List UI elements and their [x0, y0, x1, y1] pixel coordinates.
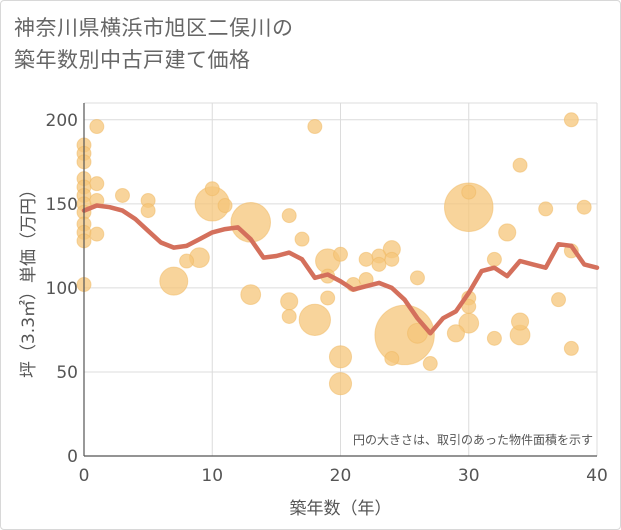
data-bubble — [280, 292, 299, 311]
data-bubble — [240, 284, 262, 306]
axes — [83, 103, 597, 457]
data-bubble — [371, 256, 387, 272]
data-bubble — [486, 330, 502, 346]
data-bubble — [563, 340, 579, 356]
y-tick-label: 200 — [46, 111, 78, 131]
y-axis-title: 坪（3.3㎡）単価（万円） — [19, 181, 39, 378]
data-bubble — [409, 270, 425, 286]
y-tick-label: 150 — [46, 195, 78, 215]
data-bubble — [446, 324, 465, 343]
data-bubble — [159, 266, 189, 296]
size-legend-note: 円の大きさは、取引のあった物件面積を示す — [353, 432, 593, 447]
data-bubble — [114, 187, 130, 203]
x-tick-label: 30 — [458, 466, 480, 486]
bubble-series — [76, 112, 592, 396]
data-bubble — [498, 223, 517, 242]
x-axis-title: 築年数（年） — [290, 499, 392, 519]
data-bubble — [538, 201, 554, 217]
data-bubble — [89, 176, 105, 192]
data-bubble — [551, 292, 567, 308]
data-bubble — [179, 253, 195, 269]
average-line-series — [81, 203, 600, 336]
data-bubble — [563, 112, 579, 128]
data-bubble — [444, 182, 494, 232]
data-bubble — [217, 198, 233, 214]
axis-labels: 0 10 20 30 40 0 50 100 150 200 築年数（年） 坪（3.3㎡）単価（万円）… — [19, 111, 608, 519]
data-bubble — [384, 351, 400, 367]
data-bubble — [576, 199, 592, 215]
data-bubble — [320, 290, 336, 306]
data-bubble — [140, 203, 156, 219]
chart-title-line-1: 神奈川県横浜市旭区二俣川の — [14, 16, 294, 40]
data-bubble — [328, 372, 353, 396]
y-tick-label: 50 — [56, 363, 78, 383]
x-tick-label: 0 — [79, 466, 90, 486]
x-tick-label: 10 — [201, 466, 223, 486]
data-bubble — [486, 251, 502, 267]
y-tick-label: 0 — [67, 447, 78, 467]
data-bubble — [358, 251, 374, 267]
data-bubble — [461, 184, 477, 200]
chart-title: 神奈川県横浜市旭区二俣川の 築年数別中古戸建て価格 — [14, 12, 294, 76]
y-tick-label: 100 — [46, 279, 78, 299]
grid-lines — [84, 102, 598, 456]
data-bubble — [89, 119, 105, 135]
chart-title-line-2: 築年数別中古戸建て価格 — [14, 48, 251, 72]
data-bubble — [422, 356, 438, 372]
average-price-line — [81, 203, 600, 336]
data-bubble — [281, 308, 297, 324]
data-bubble — [384, 251, 400, 267]
data-bubble — [328, 345, 353, 369]
data-bubble — [307, 119, 323, 135]
data-bubble — [510, 312, 530, 331]
data-bubble — [298, 303, 332, 336]
data-bubble — [89, 226, 105, 242]
data-bubble — [512, 157, 528, 173]
data-bubble — [204, 181, 220, 197]
x-tick-label: 20 — [330, 466, 352, 486]
x-tick-label: 40 — [586, 466, 608, 486]
data-bubble — [333, 246, 348, 262]
data-bubble — [281, 208, 297, 224]
data-bubble — [294, 231, 310, 247]
